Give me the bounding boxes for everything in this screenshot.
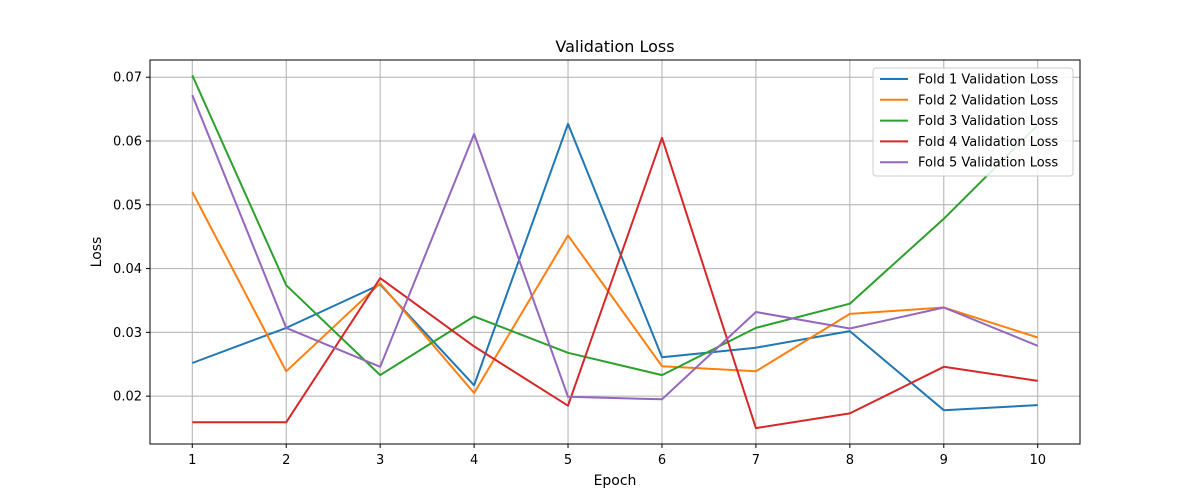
- y-tick-label: 0.05: [113, 198, 142, 213]
- series-line-fold-5: [191, 94, 1039, 401]
- x-tick-label: 8: [846, 453, 854, 468]
- x-tick-label: 9: [940, 453, 948, 468]
- x-tick-label: 1: [188, 453, 196, 468]
- legend-label-fold-1: Fold 1 Validation Loss: [918, 73, 1058, 88]
- y-tick-label: 0.02: [113, 390, 142, 405]
- x-tick-label: 7: [752, 453, 760, 468]
- legend-label-fold-4: Fold 4 Validation Loss: [918, 135, 1058, 150]
- legend: Fold 1 Validation Loss Fold 2 Validation …: [872, 67, 1074, 177]
- x-axis-title: Epoch: [594, 473, 637, 489]
- axis-ticks: 1 2 3 4 5 6 7 8 9 10 0.02 0.03 0.04 0.05 0.06 0.07: [113, 71, 1046, 468]
- legend-label-fold-2: Fold 2 Validation Loss: [918, 93, 1058, 108]
- x-tick-label: 4: [470, 453, 478, 468]
- y-tick-label: 0.04: [113, 262, 142, 277]
- x-tick-label: 2: [282, 453, 290, 468]
- x-tick-label: 6: [658, 453, 666, 468]
- series-line-fold-4: [192, 136, 1038, 430]
- y-tick-label: 0.06: [113, 135, 142, 150]
- series-lines: [191, 74, 1039, 430]
- series-line-fold-3: [191, 74, 1039, 377]
- y-axis-title: Loss: [89, 237, 105, 268]
- series-line-fold-2: [191, 191, 1039, 394]
- x-tick-label: 10: [1029, 453, 1046, 468]
- y-tick-label: 0.03: [113, 326, 142, 341]
- legend-label-fold-3: Fold 3 Validation Loss: [918, 114, 1058, 129]
- x-tick-label: 3: [376, 453, 384, 468]
- legend-box: [872, 67, 1074, 177]
- x-tick-label: 5: [564, 453, 572, 468]
- grid: [150, 60, 1080, 444]
- series-line-fold-1: [191, 122, 1038, 412]
- plot-area-frame: [149, 59, 1081, 445]
- y-tick-label: 0.07: [113, 71, 142, 86]
- legend-label-fold-5: Fold 5 Validation Loss: [918, 156, 1058, 171]
- chart-title: Validation Loss: [555, 37, 674, 56]
